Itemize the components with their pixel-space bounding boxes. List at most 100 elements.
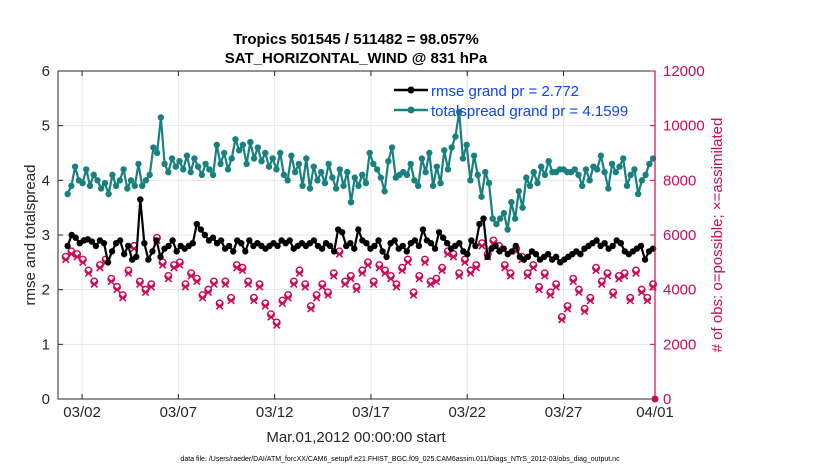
obs-assimilated-marker: [204, 288, 213, 297]
obs-assimilated-stroke: [563, 305, 572, 313]
obs-assimilated-marker: [603, 272, 612, 280]
rmse-point: [363, 240, 370, 247]
rmse-point: [419, 226, 427, 233]
totalspread-point: [124, 185, 131, 192]
obs-assimilated-marker: [90, 280, 98, 288]
obs-assimilated-marker: [352, 285, 361, 294]
obs-assimilated-marker: [438, 266, 446, 275]
totalspread-point: [310, 163, 317, 170]
obs-assimilated-stroke: [113, 285, 121, 294]
totalspread-point: [347, 199, 355, 206]
obs-assimilated-stroke: [592, 266, 600, 275]
totalspread-point: [161, 160, 168, 168]
rmse-point: [383, 253, 390, 261]
totalspread-point: [247, 138, 254, 146]
obs-assimilated-marker: [61, 255, 70, 264]
rmse-point: [133, 253, 140, 261]
totalspread-point: [209, 171, 217, 179]
rmse-point: [217, 237, 225, 244]
totalspread-point: [519, 204, 526, 211]
obs-assimilated-marker: [113, 285, 121, 294]
obs-assimilated-marker: [415, 274, 424, 283]
totalspread-point: [332, 185, 340, 192]
rmse-point: [411, 237, 419, 244]
chart-subtitle: SAT_HORIZONTAL_WIND @ 831 hPa: [225, 50, 488, 67]
obs-assimilated-stroke: [215, 302, 224, 310]
totalspread-point: [478, 193, 485, 200]
totalspread-point: [135, 160, 142, 168]
rmse-point: [379, 248, 386, 255]
obs-assimilated-stroke: [307, 305, 315, 313]
obs-assimilated-stroke: [187, 272, 195, 280]
totalspread-point: [239, 141, 247, 148]
obs-assimilated-marker: [626, 296, 635, 305]
obs-assimilated-marker: [523, 272, 532, 280]
totalspread-point: [351, 174, 358, 181]
totalspread-point: [329, 174, 336, 181]
y-tick-label-right: 6000: [663, 227, 696, 244]
obs-assimilated-stroke: [267, 313, 275, 321]
totalspread-point: [157, 114, 165, 121]
rmse-point: [484, 253, 491, 261]
obs-assimilated-marker: [501, 264, 509, 272]
data-file-footnote: data file: /Users/raeder/DAI/ATM_forcXX/…: [180, 456, 620, 463]
totalspread-point: [646, 160, 653, 168]
obs-assimilated-marker: [79, 258, 87, 267]
totalspread-point: [642, 171, 649, 179]
obs-assimilated-marker: [381, 269, 389, 278]
obs-assimilated-stroke: [158, 261, 167, 269]
totalspread-point: [325, 160, 332, 168]
obs-assimilated-marker: [221, 280, 230, 288]
obs-assimilated-stroke: [358, 269, 367, 278]
obs-assimilated-stroke: [107, 277, 116, 286]
totalspread-point: [284, 177, 291, 184]
obs-assimilated-marker: [244, 280, 252, 288]
obs-assimilated-marker: [107, 277, 116, 286]
obs-assimilated-stroke: [586, 296, 595, 305]
totalspread-point: [597, 152, 605, 159]
totalspread-point: [403, 171, 411, 179]
totalspread-point: [183, 152, 191, 159]
totalspread-point: [359, 171, 366, 179]
rmse-point: [593, 237, 600, 244]
obs-assimilated-marker: [261, 302, 270, 310]
totalspread-point: [235, 147, 243, 154]
obs-assimilated-marker: [170, 264, 178, 272]
obs-assimilated-stroke: [79, 258, 87, 267]
totalspread-point: [426, 149, 433, 157]
obs-assimilated-marker: [193, 277, 201, 286]
rmse-point: [72, 234, 79, 241]
totalspread-point: [586, 177, 593, 184]
y-tick-label-right: 10000: [663, 118, 705, 135]
totalspread-point: [165, 168, 172, 176]
y-tick-label-right: 12000: [663, 63, 705, 80]
obs-assimilated-stroke: [620, 272, 629, 280]
rmse-point: [104, 259, 112, 266]
obs-assimilated-stroke: [141, 288, 150, 297]
totalspread-point: [463, 141, 470, 148]
totalspread-point: [250, 155, 258, 162]
obs-assimilated-marker: [255, 283, 264, 291]
totalspread-point: [344, 168, 351, 176]
obs-assimilated-marker: [580, 307, 589, 316]
obs-assimilated-marker: [586, 296, 595, 305]
totalspread-point: [258, 158, 265, 165]
obs-assimilated-marker: [329, 272, 338, 280]
obs-assimilated-marker: [187, 272, 195, 280]
rmse-point: [193, 220, 201, 228]
obs-assimilated-stroke: [347, 274, 355, 283]
obs-assimilated-stroke: [575, 288, 583, 297]
rmse-point: [431, 245, 439, 252]
obs-assimilated-marker: [307, 305, 315, 313]
y-tick-label-left: 3: [42, 227, 50, 244]
totalspread-point: [71, 163, 79, 170]
obs-assimilated-stroke: [67, 250, 76, 258]
obs-assimilated-marker: [96, 264, 104, 272]
totalspread-point: [485, 179, 493, 187]
obs-assimilated-stroke: [170, 264, 178, 272]
totalspread-point: [582, 166, 590, 173]
obs-assimilated-marker: [73, 253, 81, 261]
rmse-point: [355, 226, 362, 233]
totalspread-point: [64, 190, 71, 198]
obs-assimilated-stroke: [523, 272, 532, 280]
